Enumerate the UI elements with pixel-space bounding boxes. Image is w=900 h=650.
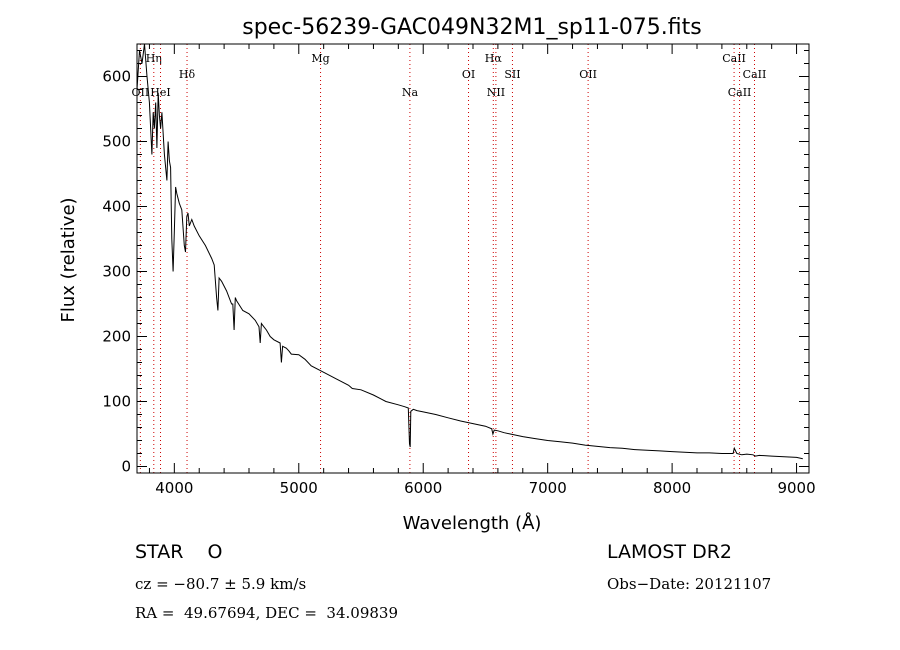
spectral-line-label: CaII xyxy=(743,68,767,81)
x-tick-label: 7000 xyxy=(529,479,567,497)
spectral-line-label: Na xyxy=(402,86,419,99)
x-tick-label: 4000 xyxy=(155,479,193,497)
y-tick-label: 600 xyxy=(102,68,131,86)
y-tick-label: 0 xyxy=(121,458,131,476)
spectral-line-label: HeI xyxy=(150,86,170,99)
y-tick-label: 400 xyxy=(102,198,131,216)
axis-ticks: 4000 5000 6000 7000 8000 9000 0 100 200 300 400 500… xyxy=(102,44,816,497)
spectral-line-label: SII xyxy=(504,68,520,81)
x-tick-label: 9000 xyxy=(777,479,815,497)
y-tick-label: 500 xyxy=(102,133,131,151)
y-tick-label: 200 xyxy=(102,328,131,346)
spectral-line-label: Mg xyxy=(311,52,329,65)
x-axis-label: Wavelength (Å) xyxy=(403,512,542,534)
spectral-line-label: OII xyxy=(579,68,597,81)
observation-date-label: Obs−Date: 20121107 xyxy=(607,575,772,593)
object-class-label: STAR O xyxy=(135,541,223,563)
spectral-line-label: Hη xyxy=(146,52,162,65)
plot-frame xyxy=(136,43,810,474)
spectral-line-label: CaII xyxy=(722,52,746,65)
y-tick-label: 100 xyxy=(102,393,131,411)
spectral-line-markers: OII Hη HeI Hδ Mg Na OI Hα NII SII OII CaII CaII CaII xyxy=(132,44,767,473)
x-tick-label: 5000 xyxy=(280,479,318,497)
y-tick-label: 300 xyxy=(102,263,131,281)
spectral-line-label: OI xyxy=(462,68,475,81)
spectral-line-label: OII xyxy=(132,86,150,99)
radial-velocity-label: cz = −80.7 ± 5.9 km/s xyxy=(135,575,307,593)
survey-label: LAMOST DR2 xyxy=(607,541,732,563)
spectral-line-label: Hα xyxy=(485,52,503,65)
x-tick-label: 6000 xyxy=(404,479,442,497)
x-tick-label: 8000 xyxy=(653,479,691,497)
chart-title: spec-56239-GAC049N32M1_sp11-075.fits xyxy=(242,15,702,40)
spectrum-line xyxy=(136,43,803,460)
spectral-line-label: Hδ xyxy=(179,68,196,81)
coordinates-label: RA = 49.67694, DEC = 34.09839 xyxy=(135,604,399,622)
spectral-line-label: CaII xyxy=(728,86,752,99)
spectral-line-label: NII xyxy=(487,86,505,99)
y-axis-label: Flux (relative) xyxy=(58,197,79,322)
